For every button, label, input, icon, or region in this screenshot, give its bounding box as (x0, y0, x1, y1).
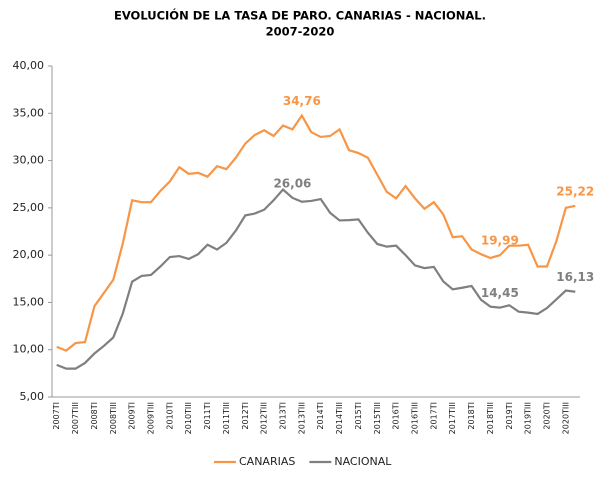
x-tick-label: 2018TI (467, 402, 476, 430)
x-tick-label: 2019TI (505, 402, 514, 430)
x-tick-label: 2013TI (279, 402, 288, 430)
x-tick-label: 2007TI (52, 402, 61, 430)
data-label: 34,76 (283, 94, 321, 108)
x-tick-label: 2020TI (543, 402, 552, 430)
x-tick-label: 2009TIII (147, 402, 156, 434)
line-series (56, 187, 576, 370)
x-tick-label: 2008TIII (109, 402, 118, 434)
data-label: 16,13 (556, 270, 594, 284)
y-tick-label: 15,00 (13, 295, 45, 308)
data-label: 14,45 (481, 286, 519, 300)
x-tick-label: 2010TI (165, 402, 174, 430)
x-tick-label: 2012TIII (260, 402, 269, 434)
x-tick-label: 2020TIII (561, 402, 570, 434)
y-tick-label: 40,00 (13, 59, 45, 72)
x-tick-label: 2010TIII (184, 402, 193, 434)
x-tick-label: 2016TI (392, 402, 401, 430)
x-tick-label: 2019TIII (524, 402, 533, 434)
x-tick-label: 2018TIII (486, 402, 495, 434)
x-tick-label: 2012TI (241, 402, 250, 430)
data-label: 26,06 (273, 176, 311, 190)
x-tick-label: 2015TIII (373, 402, 382, 434)
x-tick-label: 2015TI (354, 402, 363, 430)
y-tick-label: 5,00 (20, 390, 45, 403)
x-tick-label: 2011TIII (222, 402, 231, 434)
x-tick-label: 2016TIII (411, 402, 420, 434)
x-tick-label: 2007TIII (71, 402, 80, 434)
chart-title: EVOLUCIÓN DE LA TASA DE PARO. CANARIAS -… (114, 8, 486, 23)
legend-label: CANARIAS (239, 455, 295, 468)
y-tick-label: 25,00 (13, 201, 45, 214)
x-tick-label: 2011TI (203, 402, 212, 430)
legend-label: NACIONAL (334, 455, 392, 468)
x-tick-label: 2017TI (429, 402, 438, 430)
y-tick-label: 20,00 (13, 248, 45, 261)
y-tick-label: 30,00 (13, 154, 45, 167)
data-label: 19,99 (481, 234, 519, 248)
x-tick-label: 2008TI (90, 402, 99, 430)
x-tick-label: 2017TIII (448, 402, 457, 434)
x-tick-label: 2014TIII (335, 402, 344, 434)
x-tick-label: 2009TI (128, 402, 137, 430)
chart-title: 2007-2020 (266, 25, 335, 39)
data-label: 25,22 (556, 184, 594, 198)
line-series (56, 113, 576, 352)
y-tick-label: 10,00 (13, 343, 45, 356)
y-tick-label: 35,00 (13, 106, 45, 119)
x-tick-label: 2013TIII (297, 402, 306, 434)
x-tick-label: 2014TI (316, 402, 325, 430)
